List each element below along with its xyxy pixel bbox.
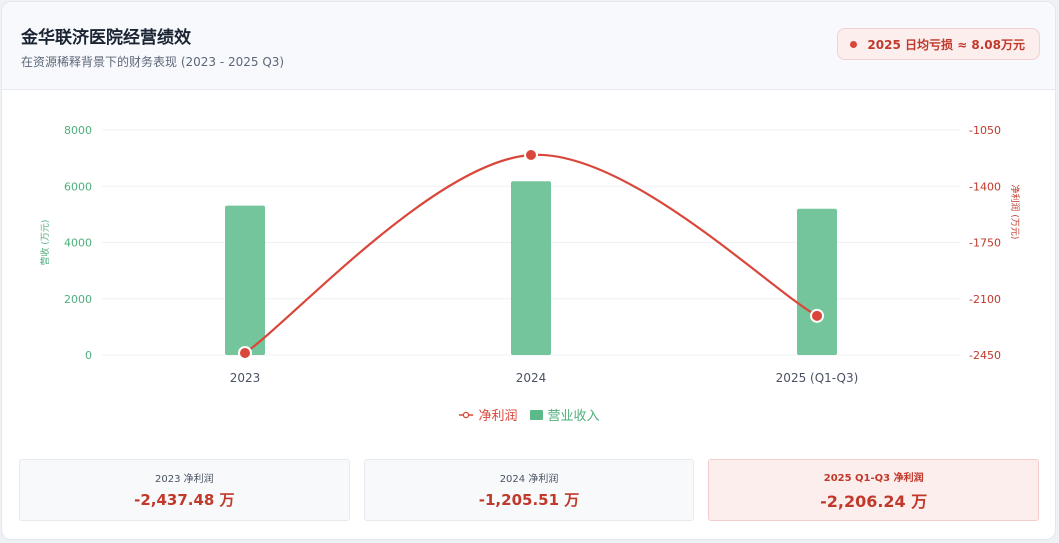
stat-card-2023: 2023 净利润 -2,437.48 万 xyxy=(19,459,350,521)
y-right-axis-title: 净利润 (万元) xyxy=(1009,185,1021,240)
y-left-tick-label: 2000 xyxy=(64,293,92,306)
y-right-tick-label: -2100 xyxy=(969,293,1001,306)
chart-legend: 净利润 营业收入 xyxy=(0,405,1059,424)
net-profit-point xyxy=(810,308,824,323)
y-right-tick-label: -2450 xyxy=(969,349,1001,362)
x-tick-label: 2023 xyxy=(230,371,261,385)
profit-summary: 2023 净利润 -2,437.48 万 2024 净利润 -1,205.51 … xyxy=(19,459,1040,521)
y-left-tick-label: 4000 xyxy=(64,237,92,250)
stat-label: 2024 净利润 xyxy=(499,474,559,485)
y-left-tick-label: 8000 xyxy=(64,124,92,137)
net-profit-point xyxy=(238,345,252,360)
stat-label: 2025 Q1-Q3 净利润 xyxy=(823,472,924,484)
line-marker-icon xyxy=(459,411,474,418)
y-right-tick-label: -1400 xyxy=(969,180,1001,193)
page-title: 金华联济医院经营绩效 xyxy=(21,28,191,48)
page-subtitle: 在资源稀释背景下的财务表现 (2023 - 2025 Q3) xyxy=(21,55,285,69)
net-profit-point xyxy=(524,147,538,162)
legend-label-revenue: 营业收入 xyxy=(547,409,600,424)
legend-item-profit[interactable]: 净利润 xyxy=(459,405,518,424)
y-left-axis-title: 营收 (万元) xyxy=(39,220,51,266)
stat-label: 2023 净利润 xyxy=(155,474,214,485)
status-dot-icon xyxy=(850,40,858,48)
y-left-tick-label: 0 xyxy=(85,349,92,362)
stat-card-2025: 2025 Q1-Q3 净利润 -2,206.24 万 xyxy=(708,459,1040,521)
y-right-tick-label: -1050 xyxy=(969,124,1001,137)
y-left-tick-label: 6000 xyxy=(64,180,92,193)
stat-value: -2,206.24 万 xyxy=(820,491,928,511)
stat-value: -1,205.51 万 xyxy=(478,491,580,509)
revenue-profit-chart: 0 2000 4000 6000 8000 -2450 -2100 -1750 -1400 -10… xyxy=(39,124,1021,385)
y-right-tick-label: -1750 xyxy=(969,237,1001,250)
daily-loss-text: 2025 日均亏损 ≈ 8.08万元 xyxy=(867,37,1025,52)
revenue-bar xyxy=(225,205,265,355)
revenue-bar xyxy=(511,181,551,355)
legend-item-revenue[interactable]: 营业收入 xyxy=(529,405,600,424)
stat-value: -2,437.48 万 xyxy=(134,491,235,509)
legend-label-profit: 净利润 xyxy=(478,409,518,424)
header: 金华联济医院经营绩效 在资源稀释背景下的财务表现 (2023 - 2025 Q3… xyxy=(2,2,1055,90)
stat-card-2024: 2024 净利润 -1,205.51 万 xyxy=(363,459,695,521)
x-tick-label: 2025 (Q1-Q3) xyxy=(776,371,859,385)
bar-swatch-icon xyxy=(529,409,543,420)
daily-loss-badge: 2025 日均亏损 ≈ 8.08万元 xyxy=(837,28,1040,60)
x-tick-label: 2024 xyxy=(516,371,547,385)
revenue-bar xyxy=(797,208,837,355)
